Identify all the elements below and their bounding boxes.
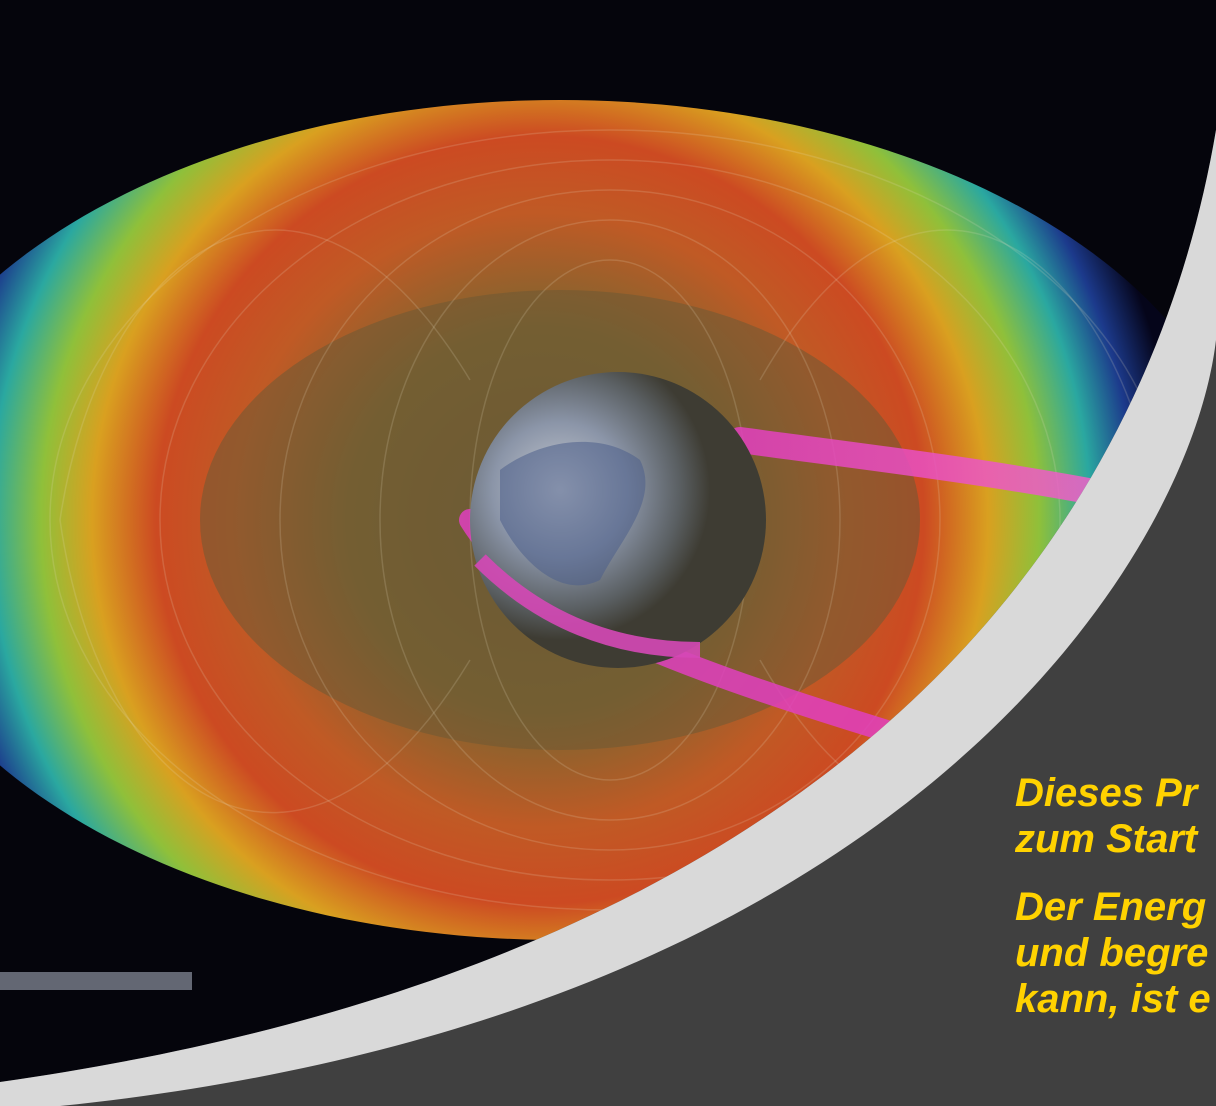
accent-arc bbox=[0, 130, 1216, 1106]
paragraph-1-line-1: Dieses Pr bbox=[1015, 771, 1198, 815]
paragraph-2-line-3: kann, ist e bbox=[1015, 977, 1211, 1021]
paragraph-2-line-1: Der Energ bbox=[1015, 885, 1207, 929]
paragraph-2: Der Energ und begre kann, ist e bbox=[1015, 884, 1216, 1022]
paragraph-1: Dieses Pr zum Start bbox=[1015, 770, 1216, 862]
caption-strip bbox=[0, 972, 192, 990]
paragraph-1-line-2: zum Start bbox=[1015, 817, 1198, 861]
paragraph-2-line-2: und begre bbox=[1015, 931, 1209, 975]
particle-stream-upper bbox=[727, 427, 1123, 508]
slide-text: Dieses Pr zum Start Der Energ und begre … bbox=[1015, 770, 1216, 1044]
